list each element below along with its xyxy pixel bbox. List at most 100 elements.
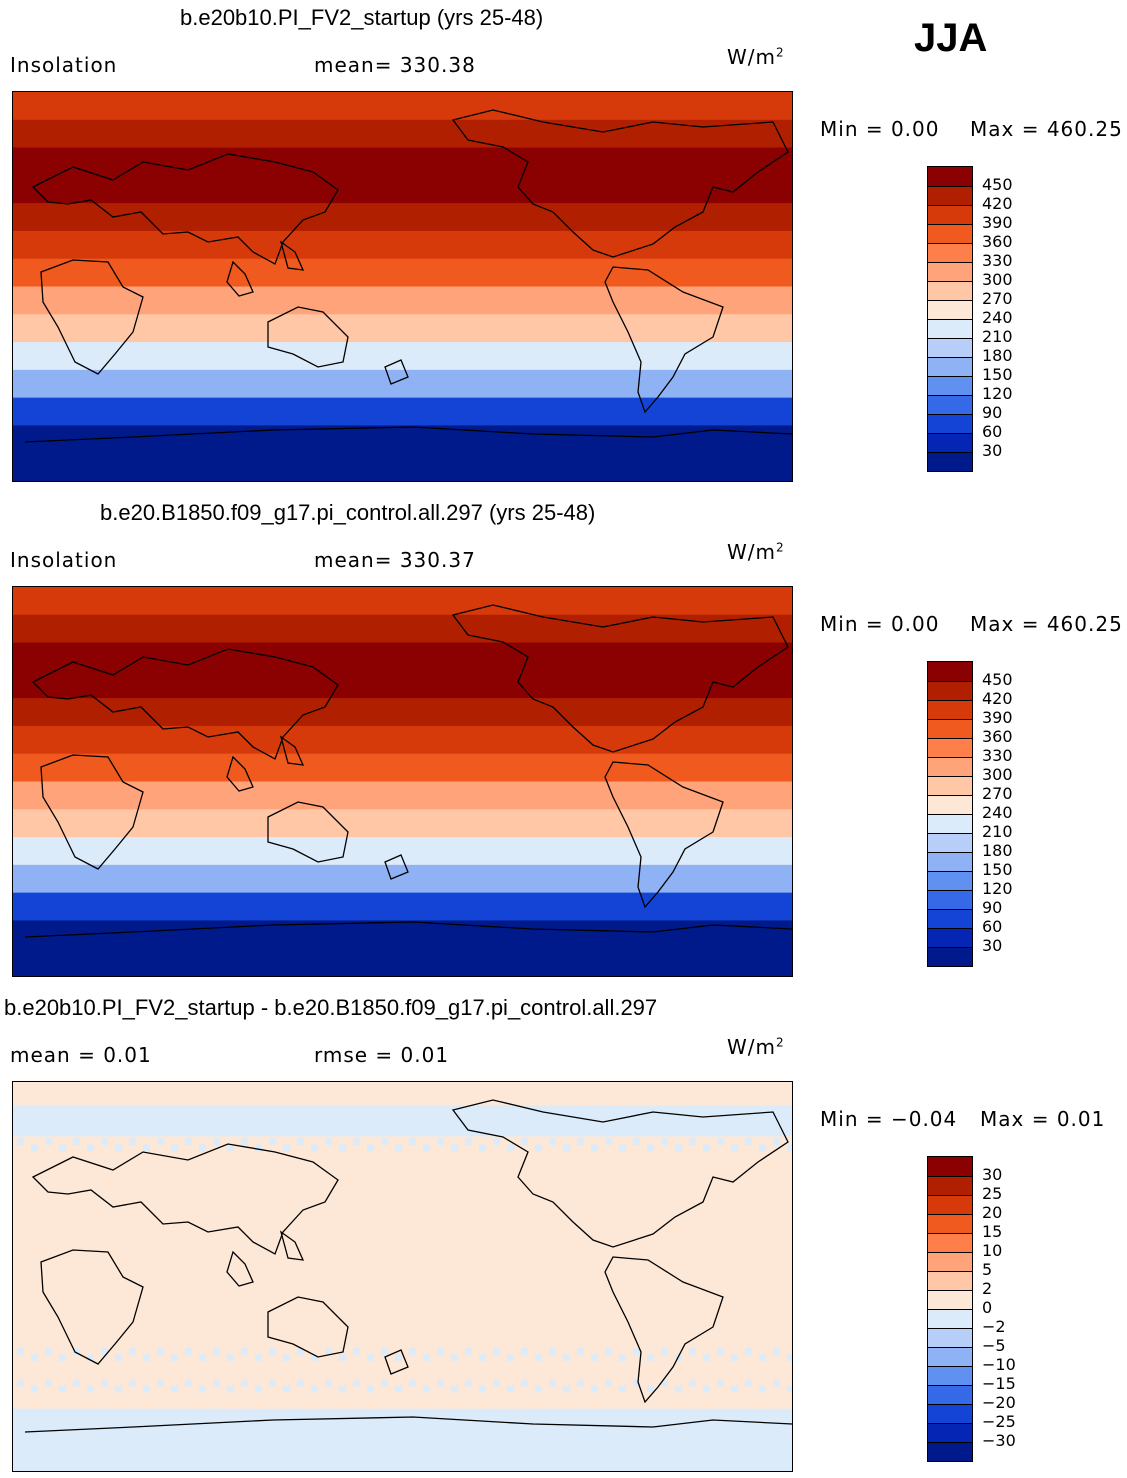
- colorbar-tick-label: 25: [982, 1184, 1003, 1203]
- difference-speckle: [493, 1348, 500, 1356]
- coastline: [279, 240, 305, 271]
- difference-speckle: [17, 1379, 24, 1387]
- difference-speckle: [381, 1348, 388, 1356]
- difference-speckle: [59, 1354, 66, 1362]
- difference-speckle: [325, 1138, 332, 1146]
- difference-speckle: [171, 1354, 178, 1362]
- colorbar-swatch: [928, 1423, 972, 1442]
- latitude-band: [13, 837, 792, 866]
- difference-speckle: [311, 1144, 318, 1152]
- latitude-band: [13, 698, 792, 727]
- colorbar-swatch: [928, 757, 972, 776]
- difference-speckle: [745, 1138, 752, 1146]
- difference-speckle: [535, 1354, 542, 1362]
- difference-speckle: [297, 1348, 304, 1356]
- panel-2-min: Min = 0.00: [820, 612, 940, 636]
- difference-speckle: [395, 1354, 402, 1362]
- colorbar-tick-label: 420: [982, 194, 1013, 213]
- difference-speckle: [423, 1354, 430, 1362]
- panel-2-mean-label: mean= 330.37: [314, 548, 476, 572]
- coastline: [226, 1250, 254, 1287]
- panel-2-title: b.e20.B1850.f09_g17.pi_control.all.297 (…: [100, 500, 596, 525]
- panel-3-units-sup: 2: [776, 1035, 785, 1050]
- difference-speckle: [339, 1144, 346, 1152]
- season-label: JJA: [914, 16, 988, 60]
- difference-speckle: [437, 1348, 444, 1356]
- difference-speckle: [717, 1379, 724, 1387]
- difference-speckle: [87, 1144, 94, 1152]
- difference-speckle: [703, 1385, 710, 1393]
- difference-speckle: [31, 1354, 38, 1362]
- colorbar-swatch: [928, 205, 972, 224]
- panel-2-units-sup: 2: [776, 540, 785, 555]
- colorbar-swatch: [928, 1176, 972, 1195]
- colorbar-swatch: [928, 338, 972, 357]
- difference-speckle: [143, 1144, 150, 1152]
- difference-speckle: [661, 1138, 668, 1146]
- difference-speckle: [465, 1379, 472, 1387]
- difference-speckle: [185, 1348, 192, 1356]
- difference-speckle: [787, 1354, 792, 1362]
- difference-speckle: [619, 1385, 626, 1393]
- difference-speckle: [787, 1385, 792, 1393]
- colorbar-tick-label: 210: [982, 822, 1013, 841]
- colorbar-swatch: [928, 700, 972, 719]
- difference-speckle: [549, 1138, 556, 1146]
- difference-speckle: [689, 1379, 696, 1387]
- difference-speckle: [115, 1385, 122, 1393]
- coastline: [40, 1249, 144, 1365]
- difference-speckle: [745, 1348, 752, 1356]
- difference-speckle: [451, 1354, 458, 1362]
- difference-speckle: [157, 1138, 164, 1146]
- colorbar-swatch: [928, 1157, 972, 1176]
- colorbar-swatch: [928, 719, 972, 738]
- difference-speckle: [661, 1348, 668, 1356]
- panel-1-units: W/m2: [727, 45, 785, 69]
- panel-2-colorbar: [927, 661, 973, 967]
- panel-1-max: Max = 460.25: [970, 117, 1123, 141]
- colorbar-swatch: [928, 1347, 972, 1366]
- difference-speckle: [717, 1138, 724, 1146]
- coastline: [40, 754, 144, 870]
- latitude-band: [13, 725, 792, 755]
- colorbar-swatch: [928, 167, 972, 186]
- colorbar-tick-label: 0: [982, 1298, 993, 1317]
- latitude-band: [13, 342, 792, 371]
- difference-speckle: [45, 1379, 52, 1387]
- difference-speckle: [199, 1354, 206, 1362]
- panel-1-title: b.e20b10.PI_FV2_startup (yrs 25-48): [180, 5, 544, 30]
- panel-2-variable-label: Insolation: [10, 548, 118, 572]
- difference-speckle: [213, 1348, 220, 1356]
- colorbar-tick-label: 330: [982, 251, 1013, 270]
- colorbar-tick-label: 30: [982, 936, 1003, 955]
- coastline: [451, 604, 789, 753]
- latitude-band: [13, 147, 792, 176]
- difference-speckle: [353, 1138, 360, 1146]
- latitude-band: [13, 203, 792, 232]
- panel-1-min: Min = 0.00: [820, 117, 940, 141]
- panel-1-colorbar: [927, 166, 973, 472]
- coastline: [267, 306, 349, 368]
- coastline: [24, 921, 792, 938]
- difference-speckle: [395, 1144, 402, 1152]
- difference-speckle: [227, 1385, 234, 1393]
- difference-speckle: [605, 1379, 612, 1387]
- difference-speckle: [17, 1138, 24, 1146]
- latitude-band: [13, 286, 792, 315]
- difference-speckle: [17, 1348, 24, 1356]
- colorbar-swatch: [928, 1385, 972, 1404]
- difference-speckle: [493, 1138, 500, 1146]
- panel-2-max: Max = 460.25: [970, 612, 1123, 636]
- difference-speckle: [241, 1379, 248, 1387]
- coastline: [279, 735, 305, 766]
- latitude-band: [13, 809, 792, 838]
- coastline: [384, 854, 409, 880]
- difference-speckle: [395, 1385, 402, 1393]
- difference-speckle: [227, 1354, 234, 1362]
- difference-speckle: [479, 1385, 486, 1393]
- colorbar-swatch: [928, 1328, 972, 1347]
- colorbar-swatch: [928, 814, 972, 833]
- colorbar-tick-label: 150: [982, 860, 1013, 879]
- difference-speckle: [269, 1379, 276, 1387]
- colorbar-tick-label: 360: [982, 232, 1013, 251]
